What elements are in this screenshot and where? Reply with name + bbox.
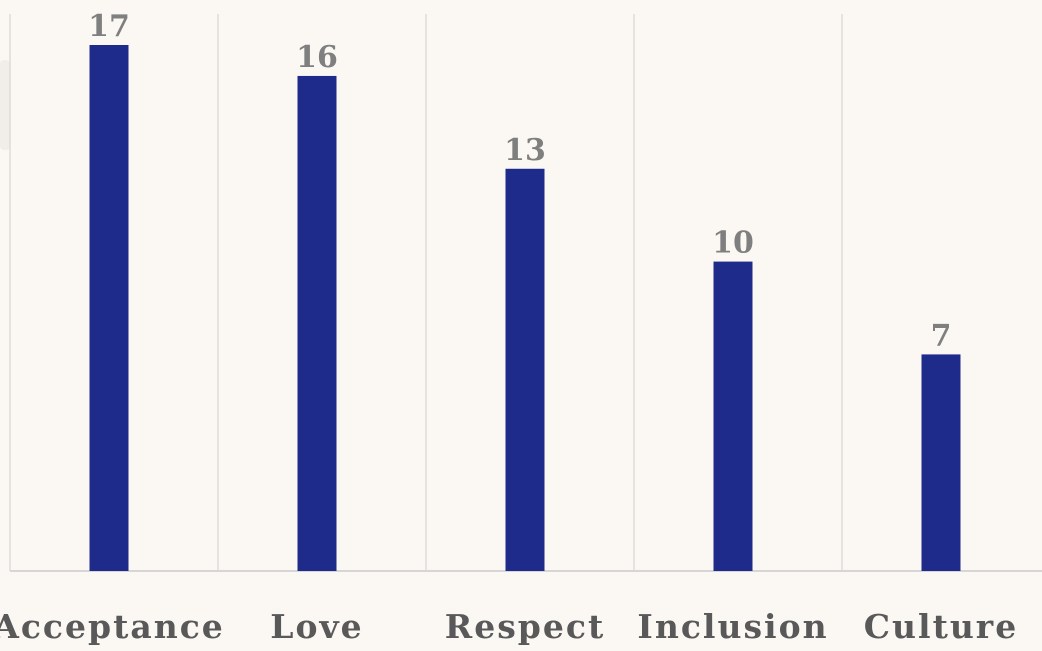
left-edge-shadow [0, 60, 10, 150]
bar-acceptance [89, 45, 129, 571]
bar-culture [921, 354, 961, 571]
value-labels: 17 16 13 10 7 [88, 9, 951, 353]
value-label-respect: 13 [504, 133, 546, 168]
category-labels: Acceptance Love Respect Inclusion Culture [0, 607, 1018, 646]
category-label-love: Love [270, 607, 363, 646]
category-label-inclusion: Inclusion [637, 607, 828, 646]
bars [89, 45, 961, 572]
value-label-culture: 7 [931, 318, 952, 353]
bar-love [297, 75, 337, 572]
value-label-acceptance: 17 [88, 9, 130, 44]
bar-respect [505, 168, 545, 571]
category-dividers [9, 14, 843, 571]
category-label-culture: Culture [864, 607, 1018, 646]
value-label-love: 16 [296, 40, 338, 75]
category-label-respect: Respect [445, 607, 605, 646]
value-label-inclusion: 10 [712, 226, 754, 261]
category-label-acceptance: Acceptance [0, 607, 225, 646]
bar-inclusion [713, 261, 753, 571]
